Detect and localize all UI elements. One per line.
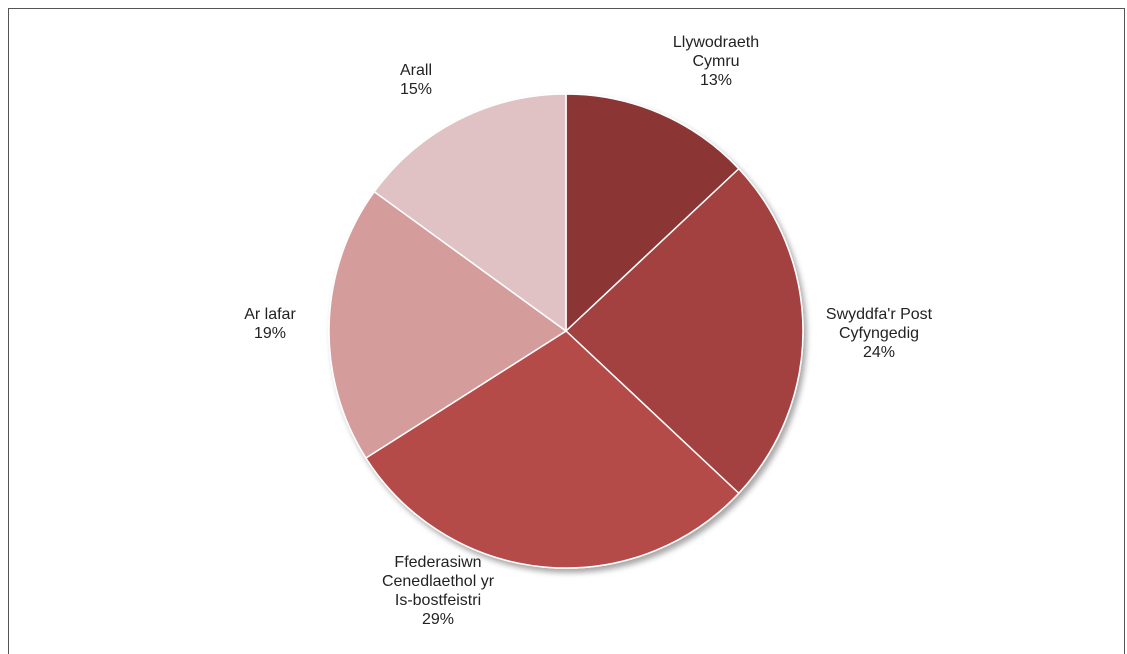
- pie-slice: [564, 167, 804, 495]
- pie-slice: [328, 190, 568, 460]
- slice-label: Ar lafar 19%: [244, 306, 296, 342]
- pie-slice: [565, 93, 740, 333]
- slice-label: Ffederasiwn Cenedlaethol yr Is-bostfeistri…: [382, 554, 495, 628]
- pie-slice: [364, 330, 740, 569]
- pie-slices: [328, 93, 804, 569]
- pie-labels: Llywodraeth Cymru 13% Swyddfa'r Post Cyfynge…: [244, 34, 932, 628]
- slice-label: Swyddfa'r Post Cyfyngedig 24%: [826, 306, 933, 361]
- slice-label: Llywodraeth Cymru 13%: [673, 34, 759, 89]
- pie-slice: [373, 93, 567, 333]
- slice-label: Arall 15%: [400, 62, 432, 98]
